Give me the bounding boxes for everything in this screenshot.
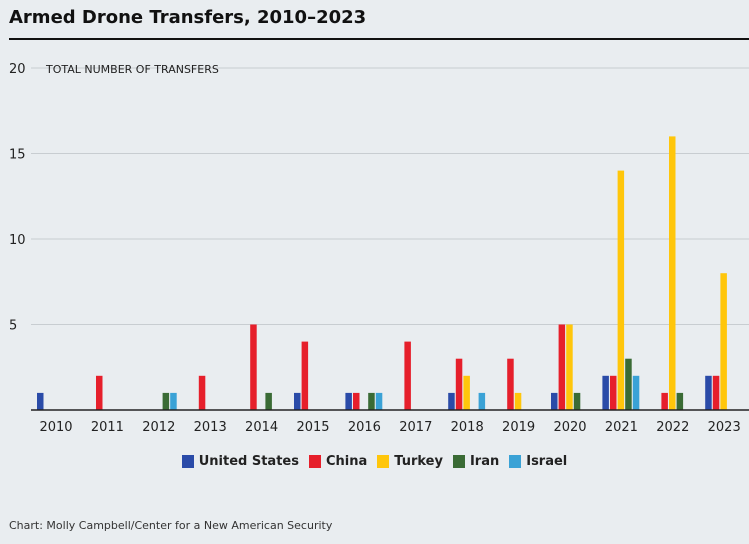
bar-turkey [514, 392, 522, 410]
legend-swatch [181, 455, 194, 468]
bar-iran [573, 392, 581, 410]
bar-turkey [617, 170, 625, 410]
x-tick-label: 2011 [91, 420, 124, 435]
y-tick-label: 20 [9, 62, 26, 77]
bar-iran [368, 392, 375, 410]
bar-united-states [705, 375, 712, 410]
x-tick-label: 2015 [296, 420, 329, 435]
x-tick-label: 2021 [605, 420, 638, 435]
x-tick-label: 2018 [451, 420, 484, 435]
bar-chart: 5 10 15 20 TOTAL NUMBER OF TRANSFERS 2010 2011… [9, 62, 749, 435]
x-tick-label: 2012 [142, 420, 175, 435]
source-credit: Chart: Molly Campbell/Center for a New A… [9, 519, 333, 532]
bar-china [455, 358, 463, 410]
bar-china [198, 375, 206, 410]
bar-israel [375, 392, 383, 410]
bar-turkey [720, 273, 727, 410]
legend: United States China Turkey Iran Israel [0, 454, 749, 469]
x-tick-label: 2017 [399, 420, 432, 435]
bar-china [353, 392, 360, 410]
legend-swatch [377, 455, 390, 468]
y-axis-label: TOTAL NUMBER OF TRANSFERS [45, 63, 219, 76]
y-tick-label: 5 [9, 319, 17, 334]
legend-item: Iran [452, 454, 500, 469]
legend-swatch [509, 455, 522, 468]
bar-china [661, 392, 668, 410]
x-tick-label: 2013 [194, 420, 227, 435]
x-tick-label: 2020 [553, 420, 586, 435]
bar-china [96, 375, 103, 410]
bar-turkey [669, 136, 676, 410]
legend-swatch [308, 455, 321, 468]
x-tick-label: 2016 [348, 420, 381, 435]
bar-iran [162, 392, 170, 410]
bar-turkey [463, 375, 470, 410]
legend-label: Turkey [394, 454, 443, 469]
x-tick-label: 2019 [502, 420, 535, 435]
bar-united-states [294, 392, 301, 410]
bar-china [712, 375, 720, 410]
bar-china [250, 324, 257, 410]
legend-label: Iran [469, 454, 500, 469]
bar-turkey [566, 324, 573, 410]
bar-united-states [37, 392, 44, 410]
x-tick-label: 2010 [39, 420, 72, 435]
legend-item: China [308, 454, 368, 469]
chart-title: Armed Drone Transfers, 2010–2023 [9, 7, 367, 28]
legend-item: Israel [509, 454, 567, 469]
legend-item: Turkey [377, 454, 443, 469]
x-tick-label: 2014 [245, 420, 278, 435]
bar-iran [265, 392, 272, 410]
legend-label: United States [198, 454, 299, 469]
legend-label: Israel [526, 454, 568, 469]
legend-item: United States [181, 454, 299, 469]
bar-china [404, 341, 411, 410]
bar-israel [478, 392, 486, 410]
bar-china [558, 324, 566, 410]
bar-iran [625, 358, 632, 410]
legend-label: China [325, 454, 368, 469]
bar-israel [170, 392, 177, 410]
bar-iran [676, 392, 684, 410]
x-tick-label: 2022 [656, 420, 689, 435]
y-tick-label: 15 [9, 148, 26, 163]
y-tick-label: 10 [9, 233, 26, 248]
bar-united-states [448, 392, 455, 410]
bar-israel [632, 375, 640, 410]
bar-china [301, 341, 309, 410]
title-divider [9, 38, 749, 40]
bar-united-states [551, 392, 558, 410]
x-tick-label: 2023 [708, 420, 741, 435]
bar-united-states [345, 392, 352, 410]
bar-china [610, 375, 617, 410]
bar-china [507, 358, 514, 410]
bar-united-states [602, 375, 609, 410]
legend-swatch [452, 455, 465, 468]
